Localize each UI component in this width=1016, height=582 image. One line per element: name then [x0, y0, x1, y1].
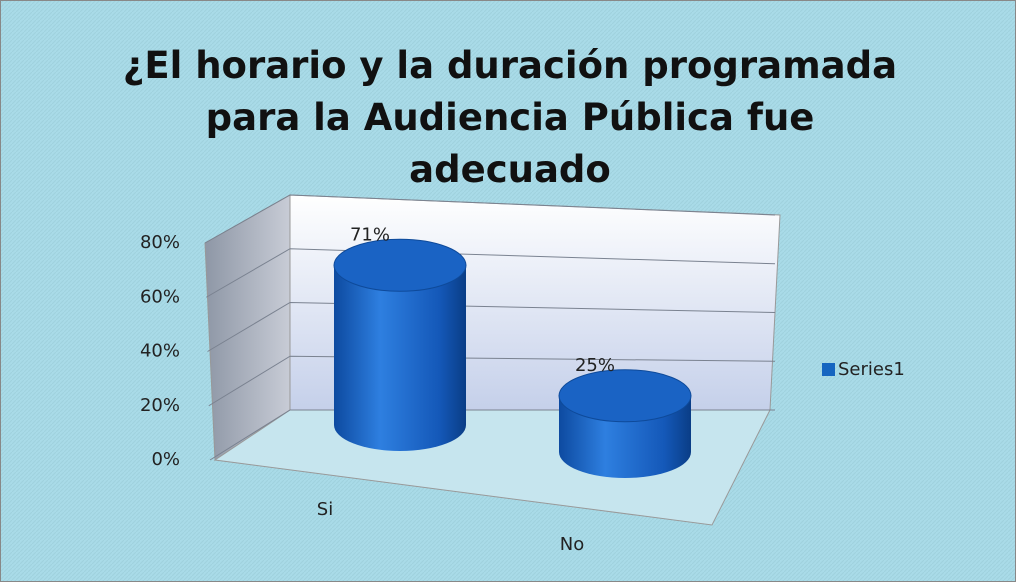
- grid-line: [207, 301, 776, 352]
- y-tick-label: 80%: [140, 232, 180, 253]
- chart-title: ¿El horario y la duración programada par…: [122, 44, 898, 191]
- grid-line: [208, 355, 776, 407]
- y-tick-label: 60%: [140, 286, 180, 307]
- y-tick-label: 0%: [151, 449, 180, 470]
- grid-line: [205, 248, 776, 298]
- x-tick-label: Si: [317, 499, 333, 520]
- y-tick-label: 20%: [140, 395, 180, 416]
- bar-top: [333, 238, 467, 292]
- x-tick-label: No: [560, 534, 584, 555]
- legend-swatch: [822, 363, 835, 376]
- grid-line: [204, 194, 776, 244]
- bar-top: [558, 369, 692, 423]
- y-tick-label: 40%: [140, 341, 180, 362]
- value-label: 25%: [575, 355, 615, 376]
- legend-label: Series1: [838, 359, 905, 380]
- value-label: 71%: [350, 224, 390, 245]
- bar: [334, 265, 466, 451]
